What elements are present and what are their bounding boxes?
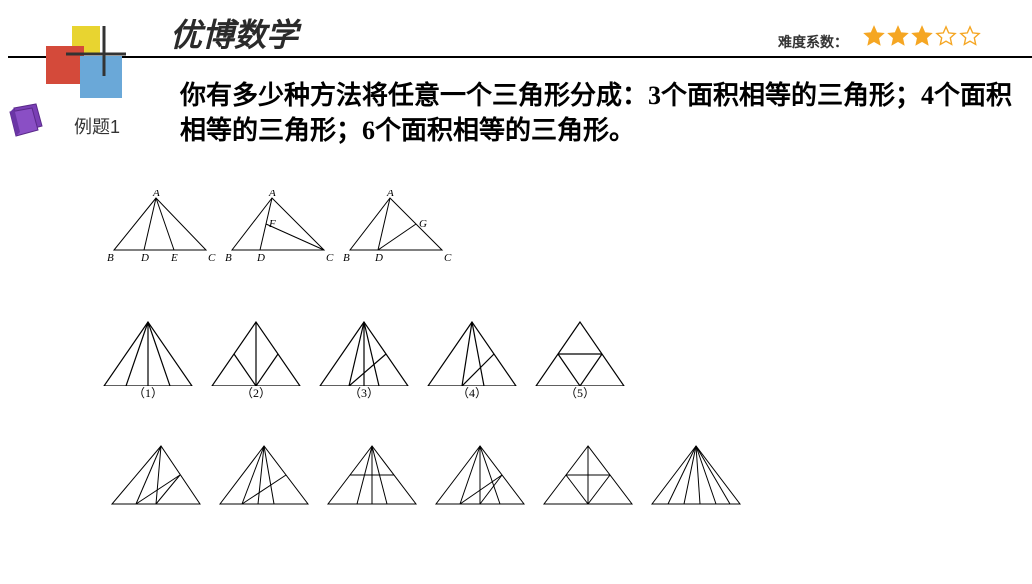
- triangle-diagram: （2）: [206, 316, 306, 401]
- triangle-diagram: [430, 440, 530, 512]
- difficulty-stars: [863, 25, 981, 47]
- svg-text:B: B: [107, 252, 114, 264]
- svg-text:C: C: [326, 252, 334, 264]
- star-empty-icon: [959, 25, 981, 47]
- svg-text:E: E: [170, 252, 178, 264]
- triangle-diagram: A B C D F: [224, 190, 334, 265]
- triangle-diagram: （5）: [530, 316, 630, 401]
- logo-icon: [46, 26, 126, 106]
- svg-text:A: A: [386, 190, 394, 199]
- svg-text:A: A: [268, 190, 276, 199]
- svg-text:D: D: [374, 252, 383, 264]
- triangle-diagram: （1）: [98, 316, 198, 401]
- svg-text:C: C: [444, 252, 452, 264]
- diagram-row-3: [100, 436, 752, 516]
- star-filled-icon: [887, 25, 909, 47]
- triangle-diagram: [538, 440, 638, 512]
- svg-text:G: G: [419, 218, 427, 230]
- diagram-row-2: （1） （2） （3） （4） （5）: [92, 312, 636, 405]
- svg-text:B: B: [343, 252, 350, 264]
- diagram-label: （2）: [241, 384, 271, 401]
- svg-text:C: C: [208, 252, 216, 264]
- star-filled-icon: [911, 25, 933, 47]
- difficulty-label: 难度系数：: [778, 32, 848, 52]
- svg-text:B: B: [225, 252, 232, 264]
- diagram-label: （1）: [133, 384, 163, 401]
- diagram-label: （5）: [565, 384, 595, 401]
- svg-text:A: A: [152, 190, 160, 199]
- triangle-diagram: （3）: [314, 316, 414, 401]
- triangle-diagram: [106, 440, 206, 512]
- triangle-diagram: A B C D G: [342, 190, 452, 265]
- svg-text:D: D: [256, 252, 265, 264]
- star-filled-icon: [863, 25, 885, 47]
- triangle-diagram: [214, 440, 314, 512]
- example-label: 例题1: [74, 113, 120, 139]
- triangle-diagram: A B C D E: [106, 190, 216, 265]
- page-title: 优博数学: [170, 10, 298, 56]
- diagram-label: （4）: [457, 384, 487, 401]
- star-empty-icon: [935, 25, 957, 47]
- book-icon: [8, 100, 48, 140]
- svg-text:D: D: [140, 252, 149, 264]
- triangle-diagram: [322, 440, 422, 512]
- diagram-label: （3）: [349, 384, 379, 401]
- triangle-diagram: （4）: [422, 316, 522, 401]
- svg-text:F: F: [268, 218, 276, 230]
- triangle-diagram: [646, 440, 746, 512]
- header-divider: [8, 56, 1032, 58]
- diagram-row-1: ABCDEABCDFABCDG: [100, 186, 458, 269]
- problem-text: 你有多少种方法将任意一个三角形分成：3个面积相等的三角形；4个面积相等的三角形；…: [180, 78, 1012, 148]
